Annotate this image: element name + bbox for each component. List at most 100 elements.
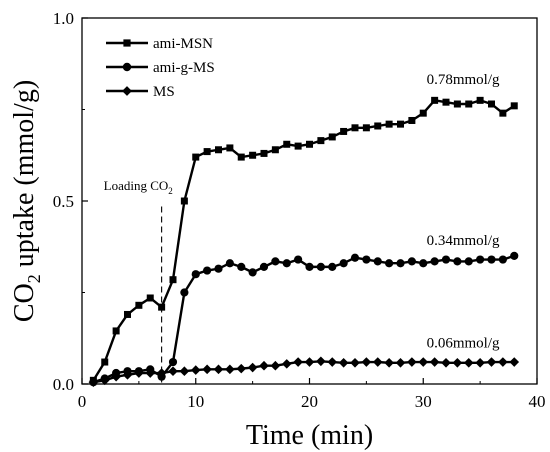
data-point bbox=[509, 357, 520, 367]
data-point bbox=[112, 327, 120, 335]
data-point bbox=[362, 255, 371, 264]
data-point bbox=[249, 151, 257, 159]
loading-annotation-subscript: 2 bbox=[168, 186, 173, 196]
data-point bbox=[453, 257, 462, 266]
data-point bbox=[419, 259, 428, 268]
data-point bbox=[430, 257, 439, 266]
series-1 bbox=[89, 96, 518, 384]
data-point bbox=[248, 268, 257, 277]
x-tick-label: 10 bbox=[187, 392, 204, 411]
legend-item: ami-g-MS bbox=[106, 60, 215, 76]
data-point bbox=[464, 257, 473, 266]
data-point bbox=[463, 357, 474, 368]
data-point bbox=[317, 137, 325, 145]
data-point bbox=[180, 288, 189, 297]
data-point bbox=[340, 127, 348, 135]
data-point bbox=[203, 266, 212, 275]
data-point bbox=[384, 357, 394, 368]
data-point bbox=[293, 357, 303, 367]
data-point bbox=[281, 359, 292, 369]
data-point bbox=[452, 357, 463, 368]
annotations: 0.78mmol/g 0.34mmol/g 0.06mmol/g Loading CO… bbox=[104, 72, 500, 352]
data-marks bbox=[88, 96, 520, 387]
data-point bbox=[419, 109, 427, 117]
x-tick-label: 30 bbox=[415, 392, 432, 411]
data-point bbox=[111, 371, 121, 382]
data-point bbox=[146, 294, 154, 302]
data-point bbox=[225, 364, 235, 375]
data-point bbox=[442, 98, 450, 106]
data-point bbox=[385, 120, 393, 128]
value-annotation: 0.06mmol/g bbox=[427, 335, 500, 351]
data-point bbox=[498, 357, 508, 367]
y-tick-label: 1.0 bbox=[53, 9, 74, 28]
data-point bbox=[372, 357, 383, 367]
x-tick-label: 20 bbox=[301, 392, 318, 411]
data-point bbox=[385, 259, 394, 268]
x-tick-label: 40 bbox=[529, 392, 546, 411]
data-point bbox=[327, 357, 338, 367]
data-point bbox=[486, 357, 497, 367]
data-point bbox=[305, 262, 314, 271]
y-axis-title: CO2 uptake (mmol/g) bbox=[9, 80, 44, 322]
data-point bbox=[169, 276, 177, 284]
data-point bbox=[202, 364, 212, 375]
data-point bbox=[339, 259, 348, 268]
data-point bbox=[215, 146, 222, 154]
legend-item: MS bbox=[106, 84, 175, 100]
loading-annotation-prefix: Loading CO bbox=[104, 178, 169, 193]
data-point bbox=[226, 144, 234, 152]
data-point bbox=[476, 96, 484, 104]
legend-marker bbox=[122, 62, 132, 72]
loading-annotation: Loading CO2 bbox=[104, 178, 173, 196]
data-point bbox=[328, 133, 336, 141]
legend-marker bbox=[123, 39, 131, 47]
data-point bbox=[441, 255, 451, 264]
data-point bbox=[237, 262, 246, 271]
y-tick-label: 0.5 bbox=[53, 192, 74, 211]
data-point bbox=[135, 301, 143, 309]
data-point bbox=[487, 255, 496, 264]
data-point bbox=[168, 357, 178, 367]
data-point bbox=[179, 366, 190, 376]
data-point bbox=[158, 303, 166, 311]
data-point bbox=[282, 259, 291, 268]
data-point bbox=[418, 357, 429, 367]
data-point bbox=[192, 153, 200, 161]
data-point bbox=[395, 357, 406, 368]
data-point bbox=[101, 358, 109, 366]
y-axis-title-suffix: uptake (mmol/g) bbox=[9, 80, 40, 274]
data-point bbox=[510, 251, 519, 260]
data-point bbox=[122, 370, 133, 380]
data-point bbox=[475, 357, 485, 368]
y-axis-title-subscript: 2 bbox=[24, 274, 44, 283]
data-point bbox=[190, 365, 201, 375]
data-point bbox=[247, 362, 258, 373]
data-point bbox=[259, 360, 269, 371]
series-line bbox=[93, 360, 515, 384]
data-point bbox=[408, 116, 416, 124]
data-point bbox=[304, 357, 315, 367]
data-point bbox=[488, 100, 495, 108]
data-point bbox=[270, 360, 281, 371]
data-point bbox=[429, 357, 440, 367]
data-point bbox=[476, 255, 485, 264]
data-point bbox=[271, 257, 280, 266]
data-point bbox=[510, 102, 518, 110]
data-point bbox=[168, 366, 178, 376]
data-point bbox=[294, 255, 303, 264]
data-point bbox=[338, 357, 349, 368]
data-point bbox=[328, 262, 337, 271]
axis-ticks: 0 10 20 30 40 0.0 0.5 1.0 bbox=[53, 9, 546, 411]
x-axis-title: Time (min) bbox=[246, 420, 373, 451]
value-annotation: 0.78mmol/g bbox=[427, 72, 500, 88]
data-point bbox=[203, 148, 211, 156]
data-point bbox=[499, 109, 507, 117]
legend: ami-MSN ami-g-MS MS bbox=[106, 36, 215, 100]
data-point bbox=[465, 100, 473, 108]
x-tick-label: 0 bbox=[78, 392, 87, 411]
data-point bbox=[373, 257, 382, 266]
data-point bbox=[316, 262, 325, 271]
data-point bbox=[283, 140, 291, 148]
